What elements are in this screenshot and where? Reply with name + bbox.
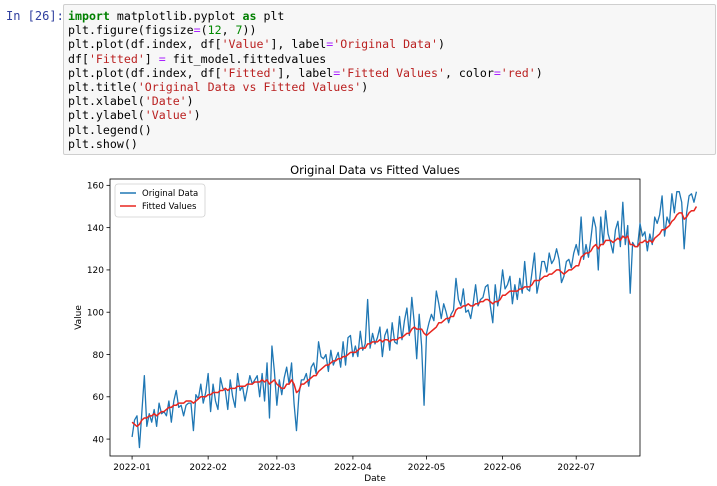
code-token: , color — [444, 65, 494, 80]
code-token: = — [193, 23, 201, 38]
code-token: 'Value' — [144, 108, 194, 123]
code-line: plt.legend() — [68, 123, 715, 137]
code-token: ], label — [270, 37, 327, 52]
code-token: ) — [193, 108, 201, 123]
code-token: 12 — [207, 23, 222, 38]
code-token: = — [493, 65, 501, 80]
code-line: plt.ylabel('Value') — [68, 108, 715, 122]
code-line: plt.xlabel('Date') — [68, 94, 715, 108]
code-token: 'Fitted' — [221, 65, 278, 80]
code-token: plt.legend() — [68, 122, 152, 137]
code-token: 'Original Data' — [333, 37, 438, 52]
x-axis-label: Date — [364, 474, 386, 482]
original-data-line — [131, 191, 698, 449]
code-token: plt — [256, 9, 285, 23]
code-token: ) — [186, 94, 194, 109]
code-token: plt.xlabel( — [68, 94, 145, 109]
code-token: df[ — [68, 51, 89, 66]
x-tick-label: 2022-06 — [484, 463, 522, 473]
legend-box — [114, 183, 206, 218]
code-token: plt.show() — [68, 136, 138, 151]
x-tick-label: 2022-07 — [557, 463, 595, 473]
code-token: )) — [242, 23, 257, 38]
code-token: plt.ylabel( — [68, 108, 145, 123]
code-token: 'Fitted' — [88, 51, 145, 66]
y-tick-label: 160 — [87, 182, 104, 192]
code-token: plt.title( — [68, 80, 138, 95]
y-tick-label: 80 — [93, 351, 105, 361]
code-token: fit_model.fittedvalues — [165, 51, 327, 66]
code-token: ] — [144, 51, 159, 66]
code-token: 'red' — [500, 65, 536, 80]
code-line: plt.plot(df.index, df['Value'], label='O… — [68, 37, 715, 51]
code-line: plt.plot(df.index, df['Fitted'], label='… — [68, 66, 715, 80]
y-tick-label: 120 — [87, 266, 104, 276]
code-text[interactable]: import matplotlib.pyplot as plt plt.figur… — [64, 5, 715, 151]
code-token: matplotlib.pyplot — [109, 9, 243, 23]
y-tick-label: 40 — [93, 435, 105, 445]
input-prompt: In [26]: — [6, 9, 64, 23]
x-tick-label: 2022-01 — [113, 463, 151, 473]
fitted-values-line — [131, 206, 698, 428]
code-token: = — [158, 51, 166, 66]
x-tick-label: 2022-02 — [189, 463, 227, 473]
code-line: df['Fitted'] = fit_model.fittedvalues — [68, 52, 715, 66]
code-token: plt.figure(figsize — [68, 23, 194, 38]
line-chart: Original Data vs Fitted Values 40 60 80 100… — [74, 163, 698, 484]
code-line: plt.show() — [68, 137, 715, 151]
code-token: = — [326, 37, 334, 52]
code-token: plt.plot(df.index, df[ — [68, 37, 222, 52]
code-token: import — [68, 9, 110, 23]
code-token: ( — [200, 23, 208, 38]
legend-label: Fitted Values — [142, 202, 197, 212]
code-token: 'Fitted Values' — [340, 65, 445, 80]
y-tick-label: 140 — [87, 224, 104, 234]
code-token: 7 — [235, 23, 243, 38]
code-token: , — [221, 23, 236, 38]
cell-output: Original Data vs Fitted Values 40 60 80 100… — [63, 155, 717, 484]
x-tick-label: 2022-05 — [408, 463, 446, 473]
plot-area — [109, 178, 641, 457]
legend-label: Original Data — [142, 189, 198, 199]
y-tick-label: 60 — [93, 393, 105, 403]
code-token: ) — [535, 65, 543, 80]
chart-title: Original Data vs Fitted Values — [290, 163, 460, 177]
code-token: 'Date' — [144, 94, 187, 109]
code-token: ) — [361, 80, 369, 95]
code-editor[interactable]: import matplotlib.pyplot as plt plt.figur… — [63, 4, 716, 155]
y-axis-label: Value — [74, 305, 84, 330]
code-token: plt.plot(df.index, df[ — [68, 65, 222, 80]
code-token: 'Original Data vs Fitted Values' — [137, 80, 362, 95]
code-token: = — [333, 65, 341, 80]
code-token: 'Value' — [221, 37, 271, 52]
y-tick-label: 100 — [87, 309, 104, 319]
x-tick-label: 2022-03 — [258, 463, 296, 473]
code-line: import matplotlib.pyplot as plt — [68, 9, 715, 23]
code-token: ], label — [277, 65, 334, 80]
code-token: ) — [437, 37, 445, 52]
x-tick-label: 2022-04 — [334, 463, 372, 473]
code-line: plt.figure(figsize=(12, 7)) — [68, 23, 715, 37]
code-line: plt.title('Original Data vs Fitted Value… — [68, 80, 715, 94]
code-token: as — [242, 9, 257, 23]
